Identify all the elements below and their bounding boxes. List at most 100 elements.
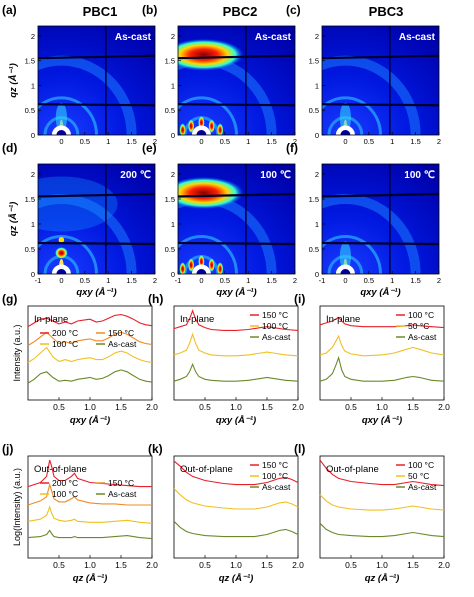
legend-entry: 100 °C — [262, 471, 288, 481]
x-tick-label: 1.0 — [84, 560, 96, 570]
y-tick-label: 1 — [315, 220, 319, 229]
x-tick-label: 0.5 — [53, 402, 65, 412]
y-tick-label: 1.5 — [309, 195, 319, 204]
y-tick-label: 0 — [31, 131, 35, 140]
x-tick-label: 1.5 — [261, 402, 273, 412]
panel-letter: (i) — [294, 292, 305, 306]
x-tick-label: 2 — [437, 276, 441, 285]
chart-title: Out-of-plane — [180, 464, 233, 475]
series-line — [173, 362, 299, 382]
panel-frame — [37, 25, 156, 136]
detector-gap — [322, 241, 439, 246]
detector-gap — [178, 103, 295, 107]
scattering-ring — [322, 55, 421, 135]
x-axis-label: qxy (Å⁻¹) — [216, 287, 256, 298]
x-tick-label: 2 — [293, 276, 297, 285]
y-tick-label: 0.5 — [25, 245, 35, 254]
x-tick-label: 1 — [246, 137, 250, 146]
legend-entry: As-cast — [108, 339, 137, 349]
plot-area — [319, 305, 445, 401]
y-tick-label: 0 — [315, 270, 319, 279]
y-tick-label: 1.5 — [309, 57, 319, 66]
series-line — [319, 459, 445, 487]
condition-label: As-cast — [399, 32, 436, 43]
series-line — [27, 369, 153, 384]
scattering-ring — [38, 96, 98, 135]
y-tick-label: 2 — [171, 170, 175, 179]
panel-letter: (g) — [2, 292, 17, 306]
plot-area — [27, 455, 153, 559]
series-line — [27, 459, 152, 488]
series-line — [27, 313, 153, 328]
x-tick-label: 1.5 — [410, 276, 420, 285]
panel-frame — [177, 163, 296, 275]
legend-entry: 100 °C — [408, 460, 434, 470]
low-q-scatter — [339, 102, 352, 133]
x-tick-label: 2.0 — [292, 402, 304, 412]
x-tick-label: 2.0 — [146, 560, 158, 570]
series-line — [319, 522, 445, 538]
x-tick-label: 2 — [153, 137, 157, 146]
x-tick-label: 1.5 — [115, 402, 127, 412]
y-tick-label: 0 — [171, 131, 175, 140]
y-tick-label: 1 — [315, 81, 319, 90]
x-tick-label: 1.5 — [126, 276, 136, 285]
legend-entry: As-cast — [408, 482, 437, 492]
panel-letter: (l) — [294, 442, 305, 456]
series-line — [27, 331, 153, 346]
panel-letter: (a) — [2, 3, 17, 17]
detector-gap — [38, 103, 155, 107]
x-axis-label: qxy (Å⁻¹) — [216, 415, 256, 426]
x-tick-label: 1.0 — [376, 560, 388, 570]
scattering-ring — [38, 194, 137, 274]
panel-letter: (c) — [286, 3, 301, 17]
y-tick-label: 2 — [315, 170, 319, 179]
giwaxs-panel-4: 200 ℃(d)00.511.52-1 0 0.5 1 1.5 2qz (Å⁻¹)qxy … — [2, 141, 157, 298]
y-axis-label: qz (Å⁻¹) — [8, 63, 19, 98]
x-tick-label: 0.5 — [364, 276, 374, 285]
legend-entry: 150 °C — [262, 460, 288, 470]
x-tick-label: 0 — [59, 276, 63, 285]
series-line — [173, 309, 299, 331]
detector-gap — [38, 192, 155, 198]
x-tick-label: 0.5 — [220, 276, 230, 285]
detector-gap — [322, 54, 439, 60]
x-axis-label: qz (Å⁻¹) — [219, 573, 254, 584]
bragg-spot — [187, 258, 195, 272]
x-tick-label: 1.0 — [376, 402, 388, 412]
y-tick-label: 0 — [315, 131, 319, 140]
legend-entry: 100 °C — [52, 339, 78, 349]
series-line — [27, 482, 152, 506]
y-tick-label: 1.5 — [165, 195, 175, 204]
y-tick-label: 1.5 — [25, 195, 35, 204]
series-line — [319, 316, 445, 329]
y-tick-label: 1 — [171, 220, 175, 229]
condition-label: 100 ℃ — [260, 170, 291, 181]
series-line — [173, 520, 299, 538]
panel-letter: (d) — [2, 141, 17, 155]
x-tick-label: 1 — [106, 276, 110, 285]
x-tick-label: 0.5 — [80, 137, 90, 146]
bragg-spot — [54, 247, 68, 259]
y-tick-label: 0.5 — [309, 245, 319, 254]
profile-chart-i: 0.5 1.0 1.5 2.0 (i) In-plane 100 °C50 °CAs-cas… — [294, 292, 450, 426]
y-axis-label: qz (Å⁻¹) — [8, 202, 19, 237]
legend-entry: 100 °C — [408, 310, 434, 320]
x-tick-label: 0.5 — [220, 137, 230, 146]
panel-frame — [177, 25, 296, 136]
plot-area — [173, 305, 299, 401]
chart-title: In-plane — [180, 314, 214, 325]
x-tick-label: 1.5 — [407, 560, 419, 570]
x-tick-label: 1.5 — [261, 560, 273, 570]
x-tick-label: 0.5 — [80, 276, 90, 285]
series-line — [319, 355, 445, 382]
legend-entry: As-cast — [408, 332, 437, 342]
panel-letter: (h) — [148, 292, 163, 306]
column-title-pbc2: PBC2 — [223, 4, 258, 19]
panel-letter: (j) — [2, 442, 13, 456]
x-axis-label: qxy (Å⁻¹) — [70, 415, 110, 426]
x-axis-label: qz (Å⁻¹) — [365, 573, 400, 584]
detector-gap — [178, 241, 295, 246]
